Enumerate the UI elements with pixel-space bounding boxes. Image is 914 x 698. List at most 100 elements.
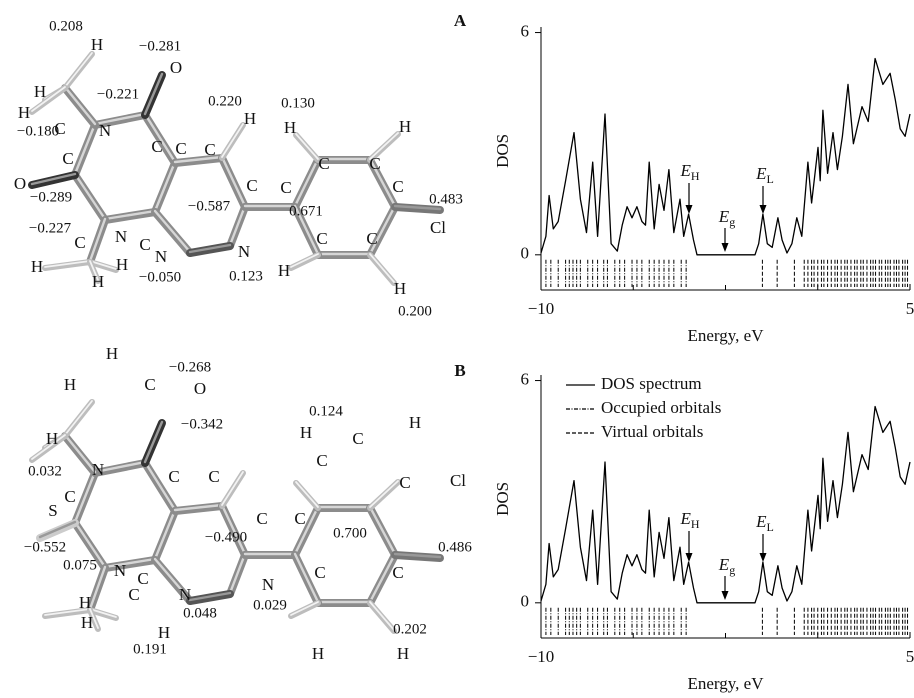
bond-highlight bbox=[75, 472, 95, 522]
bond-highlight bbox=[230, 554, 245, 593]
annotation-sub: L bbox=[767, 172, 774, 186]
atom-label: C bbox=[246, 176, 257, 195]
atom-label: C bbox=[369, 154, 380, 173]
charge-label: 0.220 bbox=[208, 93, 242, 109]
charge-label: −0.281 bbox=[139, 38, 181, 54]
charge-label: 0.486 bbox=[438, 539, 472, 555]
bond-highlight bbox=[370, 554, 395, 602]
atom-label: H bbox=[92, 272, 104, 291]
arrow-head bbox=[722, 591, 729, 600]
atom-label: C bbox=[64, 487, 75, 506]
arrow-head bbox=[686, 205, 693, 214]
x-tick-label: −10 bbox=[528, 299, 555, 318]
atom-label: H bbox=[106, 344, 118, 363]
y-tick-label: 6 bbox=[521, 21, 530, 40]
atom-label: C bbox=[128, 585, 139, 604]
atom-label: N bbox=[155, 247, 167, 266]
annotation-main: E bbox=[755, 164, 767, 183]
atom-label: O bbox=[170, 58, 182, 77]
bond-highlight bbox=[370, 507, 395, 554]
charge-label: 0.208 bbox=[49, 18, 83, 34]
y-axis-label: DOS bbox=[493, 134, 512, 168]
bond-highlight bbox=[145, 74, 162, 114]
atom-label: H bbox=[409, 413, 421, 432]
atom-label: C bbox=[366, 229, 377, 248]
atom-label: N bbox=[262, 575, 274, 594]
atom-label: C bbox=[74, 233, 85, 252]
atom-label: H bbox=[34, 82, 46, 101]
bond-highlight bbox=[291, 602, 318, 615]
charge-label: −0.268 bbox=[169, 359, 211, 375]
atom-label: C bbox=[204, 140, 215, 159]
atom-label: C bbox=[392, 177, 403, 196]
x-tick-label: −10 bbox=[528, 647, 555, 666]
charge-label: −0.050 bbox=[139, 269, 181, 285]
annotation-sub: H bbox=[691, 517, 700, 531]
atom-label: H bbox=[244, 109, 256, 128]
legend-label: Virtual orbitals bbox=[601, 422, 703, 441]
annotation: Eg bbox=[718, 555, 735, 577]
atom-label: H bbox=[284, 118, 296, 137]
atom-label: H bbox=[31, 257, 43, 276]
annotation: EH bbox=[679, 161, 699, 183]
charge-label: −0.289 bbox=[30, 189, 72, 205]
bond-highlight bbox=[75, 174, 105, 219]
annotation-main: E bbox=[718, 555, 730, 574]
bond-highlight bbox=[75, 124, 95, 174]
charge-label: 0.130 bbox=[281, 95, 315, 111]
annotation: EL bbox=[755, 512, 774, 534]
charge-label: −0.342 bbox=[181, 416, 223, 432]
charge-label: 0.124 bbox=[309, 403, 343, 419]
atom-label: C bbox=[175, 139, 186, 158]
charge-label: −0.180 bbox=[17, 123, 59, 139]
atom-label: H bbox=[81, 613, 93, 632]
atom-label: C bbox=[294, 509, 305, 528]
charge-label: −0.221 bbox=[97, 86, 139, 102]
x-axis-label: Energy, eV bbox=[687, 326, 764, 345]
atom-label: C bbox=[168, 467, 179, 486]
atom-label: H bbox=[399, 117, 411, 136]
y-axis-label: DOS bbox=[493, 482, 512, 516]
atom-label: O bbox=[194, 379, 206, 398]
atom-label: H bbox=[394, 279, 406, 298]
atom-label: O bbox=[14, 174, 26, 193]
bond-highlight bbox=[370, 254, 394, 282]
bond-highlight bbox=[370, 602, 394, 630]
charge-label: 0.048 bbox=[183, 605, 217, 621]
atom-label: N bbox=[115, 227, 127, 246]
atom-label: C bbox=[399, 473, 410, 492]
x-tick-label: 5 bbox=[906, 647, 914, 666]
charge-label: −0.490 bbox=[205, 529, 247, 545]
bond-highlight bbox=[370, 481, 398, 507]
charge-label: 0.700 bbox=[333, 525, 367, 541]
bond-highlight bbox=[65, 53, 92, 87]
charge-label: 0.671 bbox=[289, 203, 323, 219]
annotation-main: E bbox=[718, 207, 730, 226]
bond-highlight bbox=[65, 87, 95, 124]
atom-label: C bbox=[316, 451, 327, 470]
bond-highlight bbox=[296, 134, 318, 159]
annotation: EH bbox=[679, 509, 699, 531]
bond-highlight bbox=[65, 435, 95, 472]
charge-label: 0.191 bbox=[133, 641, 167, 657]
atom-label: H bbox=[278, 261, 290, 280]
y-tick-label: 0 bbox=[521, 592, 530, 611]
atom-label: H bbox=[300, 423, 312, 442]
charge-label: 0.029 bbox=[253, 597, 287, 613]
charge-label: 0.123 bbox=[229, 268, 263, 284]
charge-label: 0.483 bbox=[429, 191, 463, 207]
bond bbox=[45, 262, 90, 268]
charge-label: 0.032 bbox=[28, 463, 62, 479]
y-tick-label: 6 bbox=[521, 369, 530, 388]
atom-label: N bbox=[99, 121, 111, 140]
bond-highlight bbox=[230, 206, 245, 245]
bond-highlight bbox=[222, 124, 243, 157]
atom-label: H bbox=[46, 429, 58, 448]
atom-label: H bbox=[18, 103, 30, 122]
charge-label: −0.552 bbox=[24, 539, 66, 555]
annotation-sub: g bbox=[729, 215, 735, 229]
atom-label: C bbox=[151, 137, 162, 156]
panel-label: B bbox=[454, 361, 465, 380]
arrow-head bbox=[760, 553, 767, 562]
charge-label: 0.075 bbox=[63, 557, 97, 573]
